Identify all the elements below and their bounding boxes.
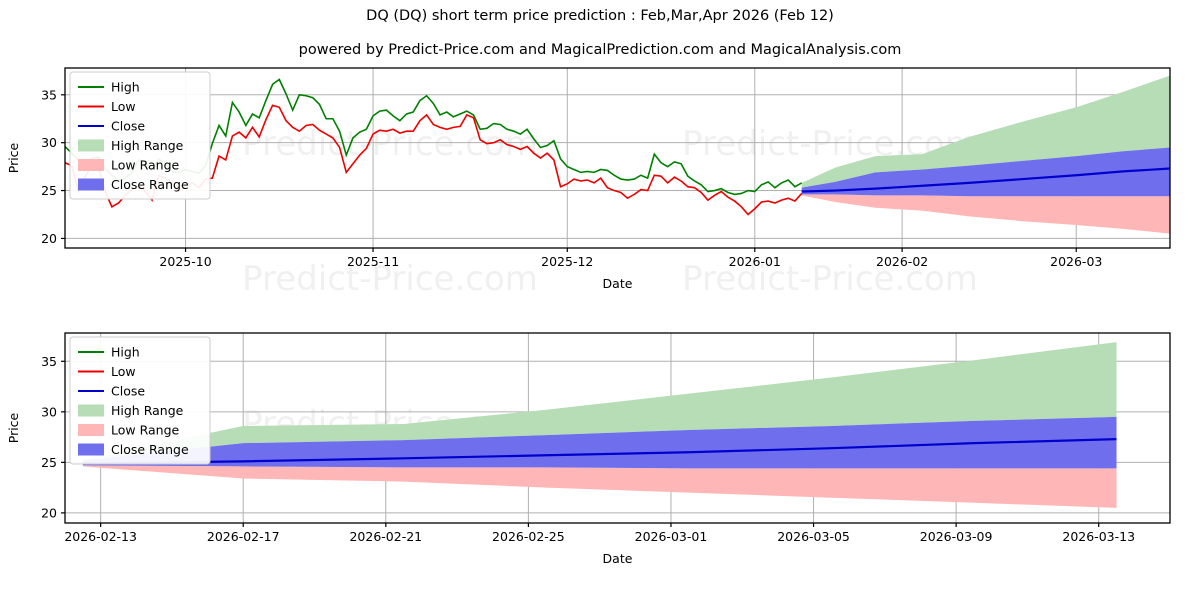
close-forecast-line — [801, 167, 1171, 193]
low-range-band — [801, 194, 1170, 234]
x-tick-label: 2026-02 — [876, 254, 928, 269]
plot-frame — [64, 332, 1171, 524]
legend-label: High — [111, 345, 140, 360]
x-tick-label: 2025-11 — [347, 254, 399, 269]
high-range-band — [801, 75, 1170, 188]
figure-title: DQ (DQ) short term price prediction : Fe… — [366, 8, 834, 24]
x-tick-label: 2025-12 — [541, 254, 593, 269]
legend-swatch-high_range — [78, 139, 104, 152]
x-tick-label: 2025-10 — [159, 254, 211, 269]
forecast-detail-chart: Predict-Price.comPredict-Price.com202530… — [6, 332, 1171, 566]
legend-label: High Range — [111, 403, 184, 418]
legend-swatch-close_range — [78, 178, 104, 191]
close-range-band — [801, 147, 1170, 197]
forecast-bands — [82, 342, 1117, 508]
legend-label: Low Range — [111, 423, 180, 438]
axes: 20 25 30 35 2026-02-13 2026-02-17 2026-02-21 20… — [41, 354, 1135, 544]
y-tick-label: 30 — [41, 135, 57, 150]
x-tick-label: 2026-03 — [1050, 254, 1102, 269]
svg-text:Predict-Price.com: Predict-Price.com — [242, 259, 538, 299]
legend-swatch-high_range — [78, 404, 104, 417]
y-tick-label: 25 — [41, 183, 57, 198]
forecast-bands — [801, 75, 1170, 234]
legend-swatch-low_range — [78, 424, 104, 436]
legend-swatch-close_range — [78, 443, 104, 456]
y-tick-label: 25 — [41, 455, 57, 470]
y-tick-label: 35 — [41, 87, 57, 102]
x-axis-label: Date — [603, 551, 633, 566]
y-tick-label: 20 — [41, 231, 57, 246]
figure-subtitle: powered by Predict-Price.com and Magical… — [298, 42, 902, 58]
legend-swatch-low_range — [78, 159, 104, 171]
low-range-band — [82, 465, 1117, 508]
x-tick-label: 2026-02-25 — [492, 529, 565, 544]
plot-frame — [64, 67, 1171, 249]
legend-label: Low Range — [111, 158, 180, 173]
y-tick-label: 35 — [41, 354, 57, 369]
x-tick-label: 2026-03-09 — [920, 529, 993, 544]
x-tick-label: 2026-02-21 — [349, 529, 422, 544]
legend: High Low Close High Range Low Range Close Ran… — [69, 71, 211, 200]
axes: 20 25 30 35 2025-10 2025-11 2025-12 2026-01 2026… — [41, 87, 1102, 269]
x-tick-label: 2026-03-05 — [777, 529, 850, 544]
close-forecast-line — [82, 438, 1117, 465]
legend-label: Close Range — [111, 177, 189, 192]
high-range-band — [82, 342, 1117, 461]
overview-chart: Predict-Price.com Predict-Price.comPredic… — [6, 67, 1171, 299]
x-tick-label: 2026-03-01 — [635, 529, 708, 544]
y-axis-label: Price — [6, 412, 21, 443]
legend-label: Low — [111, 99, 136, 114]
legend-label: Close — [111, 384, 145, 399]
x-tick-label: 2026-02-13 — [64, 529, 137, 544]
x-tick-label: 2026-02-17 — [207, 529, 280, 544]
legend-label: Close Range — [111, 442, 189, 457]
close-range-band — [82, 416, 1117, 469]
x-tick-label: 2026-01 — [729, 254, 781, 269]
legend-label: Close — [111, 119, 145, 134]
y-tick-label: 30 — [41, 404, 57, 419]
x-axis-label: Date — [603, 276, 633, 291]
legend-label: Low — [111, 364, 136, 379]
x-tick-label: 2026-03-13 — [1062, 529, 1135, 544]
legend-label: High — [111, 80, 140, 95]
y-tick-label: 20 — [41, 505, 57, 520]
legend: High Low Close High Range Low Range Close Ran… — [69, 336, 211, 465]
legend-label: High Range — [111, 138, 184, 153]
svg-text:Predict-Price.com: Predict-Price.com — [682, 259, 978, 299]
y-axis-label: Price — [6, 142, 21, 173]
